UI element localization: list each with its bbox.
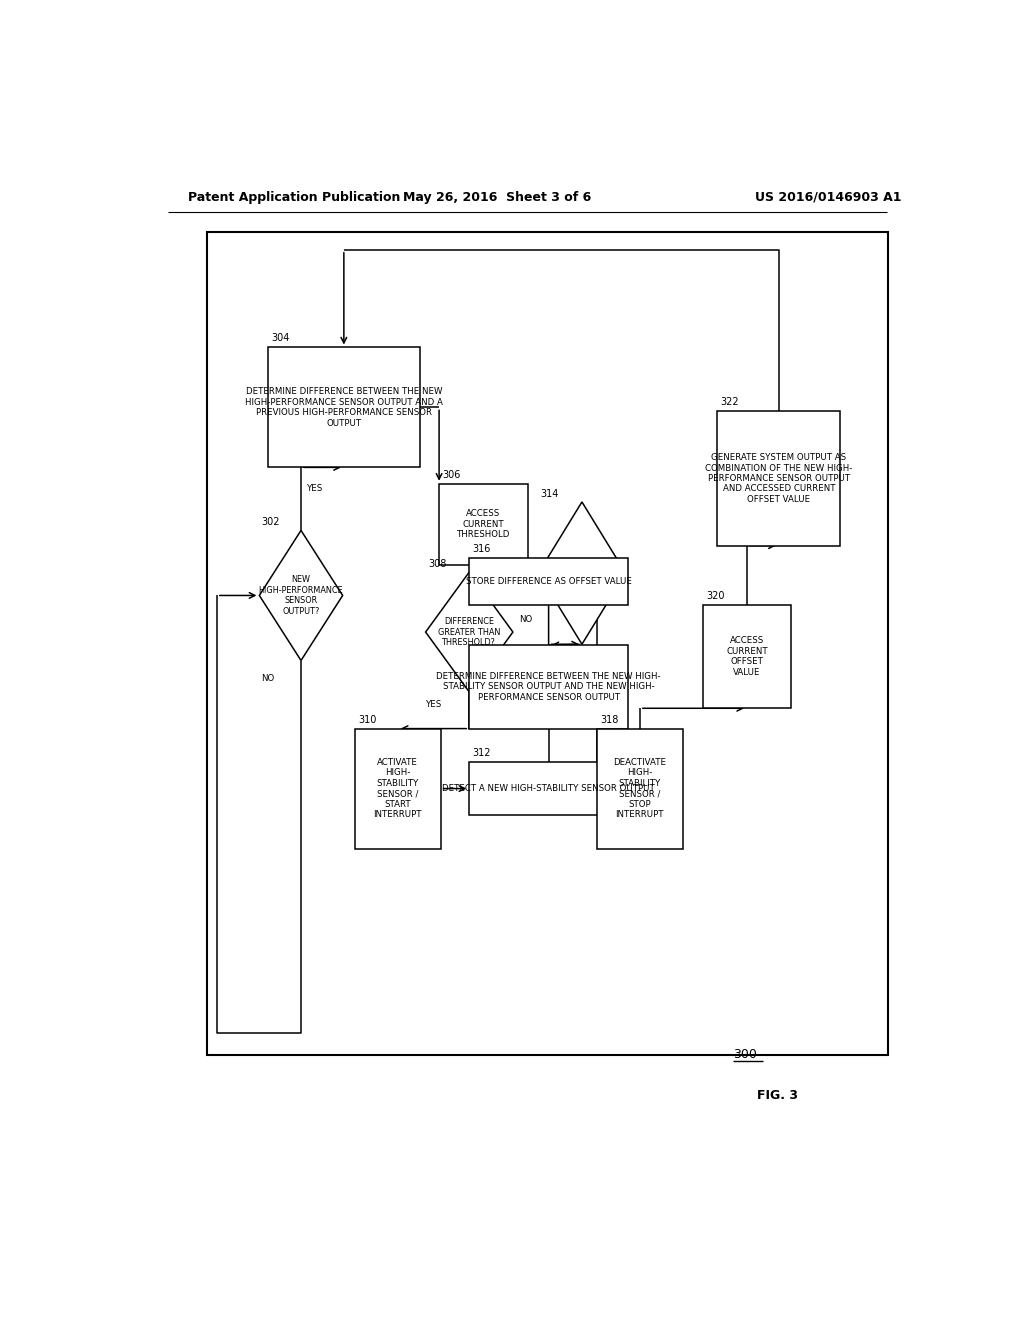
- Text: NO: NO: [261, 675, 274, 684]
- Text: 312: 312: [472, 748, 490, 758]
- FancyBboxPatch shape: [469, 558, 628, 605]
- Polygon shape: [259, 531, 343, 660]
- Text: ACTIVATE
HIGH-
STABILITY
SENSOR /
START
INTERRUPT: ACTIVATE HIGH- STABILITY SENSOR / START …: [374, 758, 422, 820]
- FancyBboxPatch shape: [469, 645, 628, 729]
- FancyBboxPatch shape: [717, 412, 841, 545]
- Polygon shape: [426, 572, 513, 692]
- FancyBboxPatch shape: [469, 762, 628, 814]
- FancyBboxPatch shape: [207, 231, 888, 1055]
- Text: ACCESS
CURRENT
OFFSET
VALUE: ACCESS CURRENT OFFSET VALUE: [726, 636, 768, 677]
- Text: 306: 306: [442, 470, 461, 479]
- Text: 304: 304: [270, 334, 289, 343]
- Text: DETECT A NEW HIGH-STABILITY SENSOR OUTPUT: DETECT A NEW HIGH-STABILITY SENSOR OUTPU…: [442, 784, 655, 793]
- Text: NO: NO: [519, 615, 532, 624]
- Text: ACCESS
CURRENT
THRESHOLD: ACCESS CURRENT THRESHOLD: [457, 510, 510, 539]
- Text: DETERMINE DIFFERENCE BETWEEN THE NEW HIGH-
STABILITY SENSOR OUTPUT AND THE NEW H: DETERMINE DIFFERENCE BETWEEN THE NEW HIG…: [436, 672, 660, 702]
- Text: 316: 316: [472, 544, 490, 554]
- Text: May 26, 2016  Sheet 3 of 6: May 26, 2016 Sheet 3 of 6: [402, 190, 591, 203]
- Text: GENERATE SYSTEM OUTPUT AS
COMBINATION OF THE NEW HIGH-
PERFORMANCE SENSOR OUTPUT: GENERATE SYSTEM OUTPUT AS COMBINATION OF…: [706, 453, 852, 504]
- Text: 320: 320: [707, 590, 725, 601]
- Text: YES: YES: [307, 484, 324, 494]
- Text: US 2016/0146903 A1: US 2016/0146903 A1: [755, 190, 901, 203]
- Text: 310: 310: [358, 714, 377, 725]
- Text: 322: 322: [721, 397, 739, 408]
- Polygon shape: [539, 502, 626, 644]
- Text: 318: 318: [600, 714, 618, 725]
- Text: 302: 302: [262, 517, 281, 528]
- Text: DIFFERENCE
GREATER THAN
THRESHOLD?: DIFFERENCE GREATER THAN THRESHOLD?: [438, 618, 501, 647]
- Text: 314: 314: [541, 488, 559, 499]
- FancyBboxPatch shape: [597, 729, 683, 849]
- Text: STORE DIFFERENCE AS OFFSET VALUE: STORE DIFFERENCE AS OFFSET VALUE: [466, 577, 632, 586]
- FancyBboxPatch shape: [703, 605, 791, 709]
- FancyBboxPatch shape: [355, 729, 440, 849]
- Text: Patent Application Publication: Patent Application Publication: [188, 190, 400, 203]
- Text: NEW
HIGH-PERFORMANCE
SENSOR
OUTPUT?: NEW HIGH-PERFORMANCE SENSOR OUTPUT?: [259, 576, 343, 615]
- Text: 300: 300: [733, 1048, 757, 1061]
- Text: FIG. 3: FIG. 3: [757, 1089, 798, 1102]
- Text: YES: YES: [426, 700, 441, 709]
- FancyBboxPatch shape: [267, 347, 420, 467]
- Text: 308: 308: [428, 560, 446, 569]
- FancyBboxPatch shape: [439, 483, 528, 565]
- Text: DETERMINE DIFFERENCE BETWEEN THE NEW
HIGH-PERFORMANCE SENSOR OUTPUT AND A
PREVIO: DETERMINE DIFFERENCE BETWEEN THE NEW HIG…: [245, 387, 442, 428]
- Text: DEACTIVATE
HIGH-
STABILITY
SENSOR /
STOP
INTERRUPT: DEACTIVATE HIGH- STABILITY SENSOR / STOP…: [613, 758, 667, 820]
